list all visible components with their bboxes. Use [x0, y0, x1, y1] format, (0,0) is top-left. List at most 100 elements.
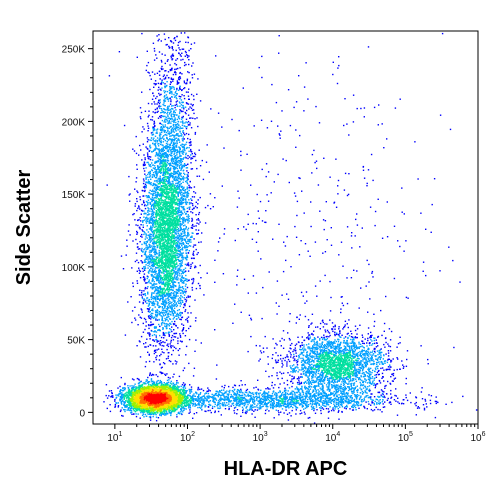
event-dot: [159, 344, 161, 346]
event-dot: [158, 298, 160, 300]
event-dot: [170, 164, 172, 166]
event-dot: [162, 250, 164, 252]
event-dot: [174, 164, 177, 166]
event-dot: [147, 220, 149, 223]
event-dot: [187, 262, 190, 264]
event-dot: [172, 123, 175, 126]
event-dot: [185, 226, 187, 228]
event-dot: [164, 166, 166, 168]
event-dot: [145, 255, 147, 257]
event-dot: [180, 211, 182, 213]
event-dot: [143, 279, 145, 281]
event-dot: [175, 163, 177, 165]
event-dot: [155, 319, 157, 321]
event-dot: [146, 237, 148, 239]
event-dot: [171, 259, 173, 261]
event-dot: [191, 286, 193, 289]
event-dot: [169, 168, 172, 170]
event-dot: [187, 235, 189, 237]
event-dot: [170, 208, 173, 210]
event-dot: [166, 137, 168, 139]
event-dot: [147, 292, 149, 294]
event-dot: [163, 235, 166, 237]
event-dot: [177, 315, 179, 317]
event-dot: [165, 168, 167, 170]
event-dot: [167, 193, 169, 196]
event-dot: [178, 260, 181, 262]
event-dot: [175, 332, 178, 335]
event-dot: [170, 305, 172, 307]
event-dot: [156, 286, 159, 289]
event-dot: [160, 123, 163, 125]
event-dot: [178, 205, 180, 207]
event-dot: [174, 117, 176, 119]
event-dot: [166, 157, 169, 159]
event-dot: [192, 280, 195, 282]
event-dot: [154, 330, 156, 332]
event-dot: [164, 251, 166, 253]
event-dot: [158, 225, 160, 228]
event-dot: [162, 220, 164, 222]
event-dot: [171, 246, 173, 248]
event-dot: [182, 220, 184, 223]
event-dot: [151, 261, 154, 263]
event-dot: [173, 166, 175, 169]
event-dot: [162, 256, 164, 258]
event-dot: [191, 168, 194, 170]
event-dot: [167, 206, 169, 208]
event-dot: [154, 161, 156, 163]
event-dot: [165, 142, 168, 145]
event-dot: [180, 237, 182, 239]
event-dot: [154, 313, 157, 316]
event-dot: [162, 195, 164, 197]
event-dot: [156, 236, 158, 238]
event-dot: [150, 221, 152, 223]
event-dot: [167, 143, 169, 145]
event-dot: [172, 279, 174, 282]
event-dot: [145, 200, 148, 203]
event-dot: [196, 117, 198, 119]
event-dot: [192, 204, 194, 207]
event-dot: [157, 262, 159, 264]
event-dot: [171, 201, 173, 203]
event-dot: [153, 251, 155, 253]
event-dot: [181, 191, 183, 194]
event-dot: [171, 269, 173, 271]
event-dot: [166, 146, 169, 149]
event-dot: [180, 163, 182, 166]
event-dot: [179, 242, 181, 245]
event-dot: [168, 253, 170, 255]
event-dot: [160, 89, 162, 91]
event-dot: [194, 299, 196, 301]
event-dot: [162, 362, 165, 364]
event-dot: [166, 164, 168, 167]
event-dot: [182, 239, 184, 241]
event-dot: [158, 169, 160, 171]
event-dot: [189, 384, 191, 386]
event-dot: [158, 243, 160, 245]
event-dot: [187, 229, 189, 231]
event-dot: [177, 224, 180, 226]
event-dot: [152, 235, 154, 237]
event-dot: [147, 351, 149, 353]
event-dot: [161, 252, 164, 255]
event-dot: [161, 257, 164, 260]
event-dot: [176, 245, 178, 247]
event-dot: [161, 188, 163, 190]
event-dot: [159, 257, 161, 259]
event-dot: [169, 169, 171, 171]
event-dot: [160, 197, 162, 199]
event-dot: [145, 146, 147, 148]
event-dot: [169, 284, 172, 287]
event-dot: [161, 79, 163, 81]
event-dot: [177, 340, 179, 342]
event-dot: [170, 194, 173, 196]
event-dot: [177, 258, 179, 261]
event-dot: [141, 262, 144, 264]
event-dot: [152, 258, 154, 260]
event-dot: [161, 293, 163, 295]
event-dot: [151, 169, 153, 171]
event-dot: [166, 327, 168, 329]
event-dot: [169, 162, 171, 165]
event-dot: [199, 285, 201, 287]
